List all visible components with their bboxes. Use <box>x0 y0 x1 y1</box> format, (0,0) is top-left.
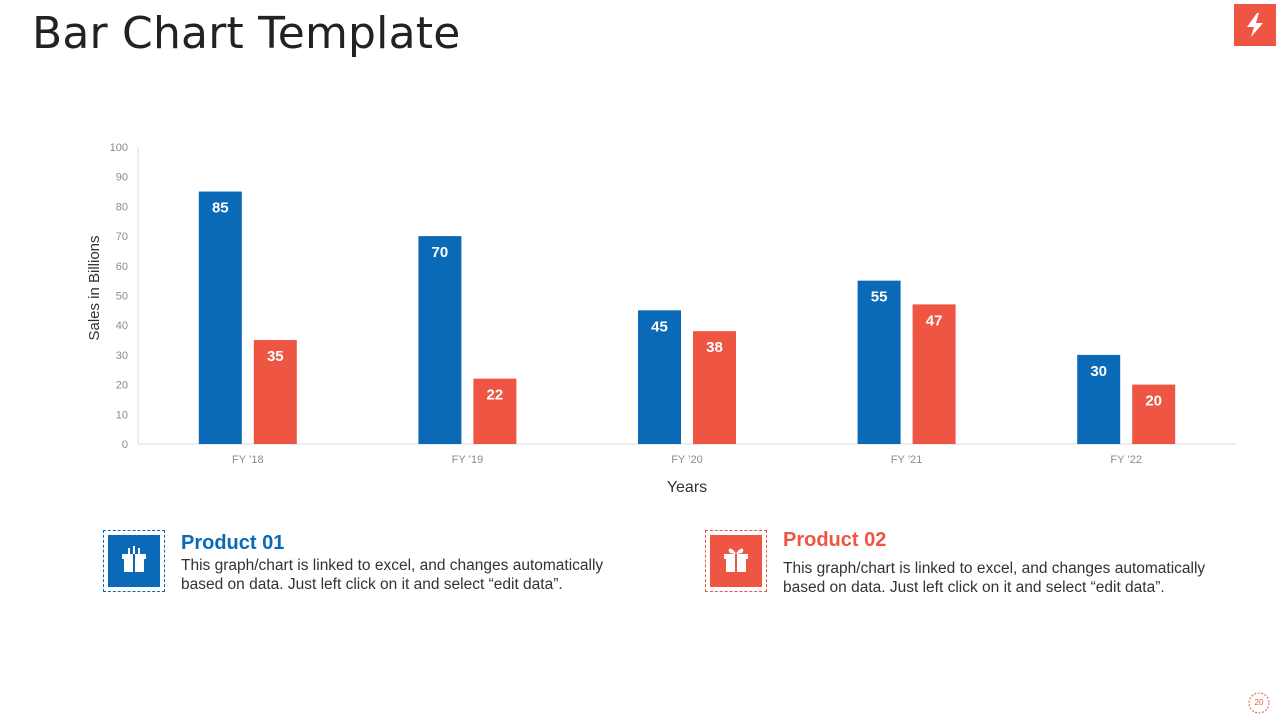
y-tick-label: 0 <box>122 439 128 451</box>
legend-name-product-02: Product 02 <box>783 529 887 551</box>
legend-item-product-01: Product 01 This graph/chart is linked to… <box>103 530 663 594</box>
bar-product-01 <box>418 236 462 444</box>
x-tick-label: FY ’21 <box>891 454 923 466</box>
legend-description-product-01: This graph/chart is linked to excel, and… <box>181 557 604 593</box>
data-label: 47 <box>926 312 943 329</box>
y-tick-label: 30 <box>116 350 128 362</box>
gear-badge-icon <box>1248 692 1270 714</box>
data-label: 20 <box>1145 393 1162 410</box>
bar-product-01 <box>1077 354 1121 444</box>
logo <box>1234 4 1276 46</box>
data-label: 85 <box>212 200 229 217</box>
x-tick-label: FY ’18 <box>232 454 264 466</box>
data-label: 22 <box>487 387 504 404</box>
bar-product-02 <box>253 340 297 444</box>
y-tick-label: 20 <box>116 380 128 392</box>
data-label: 70 <box>432 244 449 261</box>
bar-product-02 <box>693 331 736 444</box>
y-tick-label: 40 <box>116 320 128 332</box>
bar-product-02 <box>473 378 517 444</box>
x-tick-label: FY ’22 <box>1110 454 1142 466</box>
data-label: 45 <box>651 318 668 335</box>
bar-product-01 <box>198 191 242 444</box>
legend-name-product-01: Product 01 <box>181 532 285 554</box>
legend-description-product-02: This graph/chart is linked to excel, and… <box>783 560 1206 596</box>
y-tick-label: 90 <box>116 172 128 184</box>
bar-chart: 0 10 20 30 40 50 60 70 80 90 100 FY ’18 85 35 FY ’19 70… <box>86 142 1236 496</box>
bar-product-01 <box>638 310 681 444</box>
lightning-bolt-icon <box>1247 13 1263 37</box>
y-tick-label: 70 <box>116 231 128 243</box>
page-title: Bar Chart Template <box>32 8 461 59</box>
y-axis-title: Sales in Billions <box>86 235 103 340</box>
x-tick-label: FY ’19 <box>452 454 484 466</box>
y-tick-label: 100 <box>110 142 128 154</box>
y-tick-label: 10 <box>116 409 128 421</box>
x-tick-label: FY ’20 <box>671 454 703 466</box>
data-label: 30 <box>1090 363 1107 380</box>
legend-icon-frame <box>103 530 165 592</box>
y-tick-label: 50 <box>116 291 128 303</box>
page-number: 20 <box>1254 698 1264 707</box>
legend-icon-frame <box>705 530 767 592</box>
data-label: 38 <box>706 339 723 356</box>
y-tick-label: 80 <box>116 201 128 213</box>
bar-product-01 <box>857 280 901 444</box>
x-axis-title: Years <box>667 479 707 496</box>
gift-box-icon <box>108 535 160 587</box>
page-number-badge: 20 <box>1246 690 1272 716</box>
y-tick-label: 60 <box>116 261 128 273</box>
legend-item-product-02: Product 02 This graph/chart is linked to… <box>705 529 1265 596</box>
data-label: 55 <box>871 289 888 306</box>
bar-product-02 <box>1132 384 1176 444</box>
gift-box-icon <box>710 535 762 587</box>
data-label: 35 <box>267 348 284 365</box>
bar-product-02 <box>912 304 956 444</box>
